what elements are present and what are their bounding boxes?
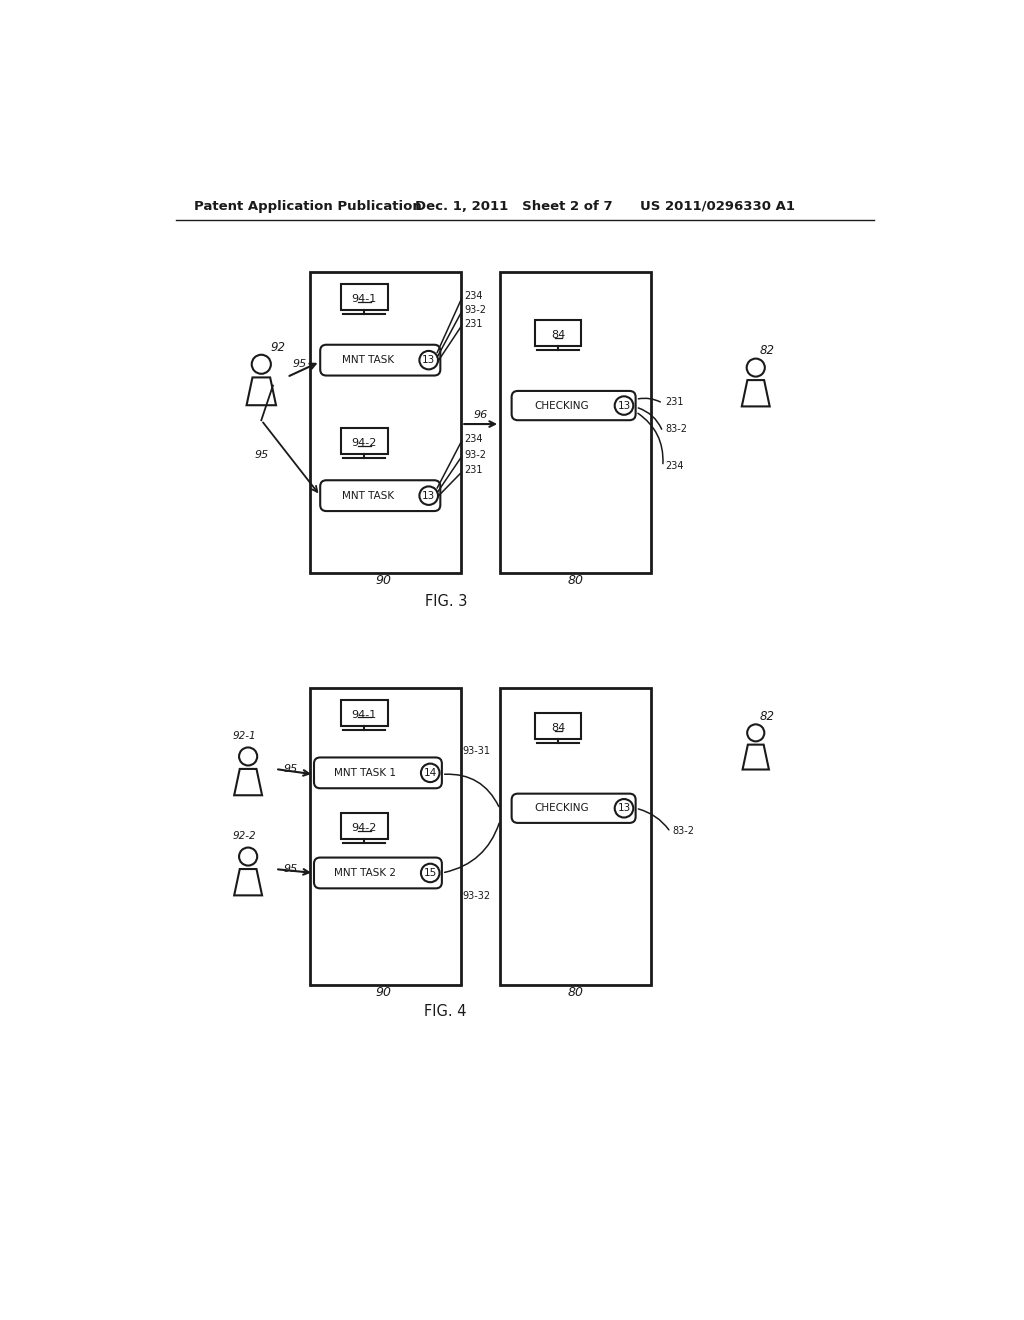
- Text: 84: 84: [551, 723, 565, 733]
- Text: 93-2: 93-2: [464, 305, 486, 315]
- Polygon shape: [741, 380, 770, 407]
- Text: 83-2: 83-2: [673, 825, 695, 836]
- Text: 234: 234: [464, 434, 483, 445]
- Text: Patent Application Publication: Patent Application Publication: [194, 199, 422, 213]
- Text: 92-2: 92-2: [232, 832, 256, 841]
- Circle shape: [420, 351, 438, 370]
- Text: 95: 95: [255, 450, 269, 459]
- Text: 93-31: 93-31: [463, 746, 490, 756]
- FancyBboxPatch shape: [535, 713, 582, 739]
- Text: 231: 231: [464, 319, 483, 329]
- FancyBboxPatch shape: [314, 758, 442, 788]
- FancyBboxPatch shape: [500, 272, 651, 573]
- Text: 82: 82: [760, 345, 774, 358]
- FancyBboxPatch shape: [341, 284, 388, 310]
- Text: 13: 13: [617, 804, 631, 813]
- Text: 13: 13: [422, 355, 435, 366]
- Text: 80: 80: [568, 986, 584, 999]
- Circle shape: [614, 799, 633, 817]
- Polygon shape: [742, 744, 769, 770]
- Text: US 2011/0296330 A1: US 2011/0296330 A1: [640, 199, 795, 213]
- Circle shape: [421, 763, 439, 781]
- Text: 82: 82: [760, 710, 774, 723]
- Text: 93-32: 93-32: [463, 891, 490, 902]
- Polygon shape: [234, 770, 262, 795]
- Text: MNT TASK: MNT TASK: [342, 491, 394, 500]
- Text: 84: 84: [551, 330, 565, 341]
- Polygon shape: [247, 378, 276, 405]
- Text: MNT TASK 1: MNT TASK 1: [334, 768, 396, 777]
- Text: 231: 231: [665, 397, 684, 407]
- Text: 95: 95: [293, 359, 307, 370]
- Circle shape: [421, 863, 439, 882]
- Text: 92: 92: [270, 341, 286, 354]
- FancyBboxPatch shape: [535, 321, 582, 346]
- Text: 234: 234: [665, 462, 684, 471]
- Text: 80: 80: [568, 574, 584, 587]
- FancyBboxPatch shape: [310, 688, 461, 985]
- Text: 13: 13: [617, 400, 631, 411]
- Circle shape: [420, 487, 438, 506]
- Text: MNT TASK 2: MNT TASK 2: [334, 869, 396, 878]
- Text: 231: 231: [464, 465, 483, 475]
- Text: 92-1: 92-1: [232, 731, 256, 741]
- Text: 95: 95: [284, 865, 298, 874]
- FancyBboxPatch shape: [321, 480, 440, 511]
- Text: FIG. 4: FIG. 4: [425, 1005, 467, 1019]
- Text: 90: 90: [376, 986, 392, 999]
- Polygon shape: [234, 869, 262, 895]
- Text: 93-2: 93-2: [464, 450, 486, 459]
- Text: 90: 90: [376, 574, 392, 587]
- FancyBboxPatch shape: [341, 428, 388, 454]
- FancyBboxPatch shape: [310, 272, 461, 573]
- FancyBboxPatch shape: [500, 688, 651, 985]
- FancyBboxPatch shape: [321, 345, 440, 376]
- Circle shape: [614, 396, 633, 414]
- FancyBboxPatch shape: [512, 793, 636, 822]
- Text: 96: 96: [473, 409, 487, 420]
- Text: 234: 234: [464, 292, 483, 301]
- Text: CHECKING: CHECKING: [534, 804, 589, 813]
- Text: Dec. 1, 2011   Sheet 2 of 7: Dec. 1, 2011 Sheet 2 of 7: [415, 199, 612, 213]
- FancyBboxPatch shape: [341, 813, 388, 840]
- Text: 14: 14: [424, 768, 437, 777]
- Text: 94-2: 94-2: [351, 438, 377, 449]
- Text: 15: 15: [424, 869, 437, 878]
- Text: 94-2: 94-2: [351, 824, 377, 833]
- Text: 13: 13: [422, 491, 435, 500]
- FancyBboxPatch shape: [512, 391, 636, 420]
- Text: CHECKING: CHECKING: [534, 400, 589, 411]
- FancyBboxPatch shape: [314, 858, 442, 888]
- Text: 83-2: 83-2: [665, 425, 687, 434]
- Text: MNT TASK: MNT TASK: [342, 355, 394, 366]
- Text: FIG. 3: FIG. 3: [425, 594, 467, 609]
- Text: 95: 95: [284, 764, 298, 774]
- FancyBboxPatch shape: [341, 700, 388, 726]
- Text: 94-1: 94-1: [352, 294, 377, 305]
- Text: 94-1: 94-1: [352, 710, 377, 721]
